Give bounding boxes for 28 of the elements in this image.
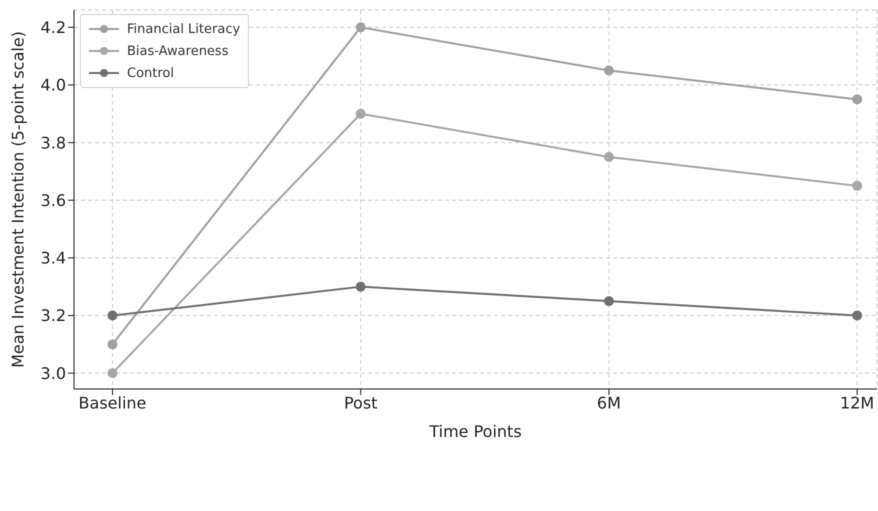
y-tick-label: 3.6 <box>40 190 66 210</box>
y-tick-label: 3.2 <box>40 306 66 326</box>
legend-label: Financial Literacy <box>127 22 240 36</box>
y-tick-label: 4.2 <box>40 18 66 37</box>
x-tick-label: 12M <box>840 393 874 412</box>
point <box>852 94 862 104</box>
point <box>852 180 862 191</box>
point <box>356 282 366 292</box>
point <box>356 22 366 32</box>
y-axis-title: Mean Investment Intention (5-point scale) <box>8 31 28 368</box>
x-tick-label: Post <box>344 393 378 412</box>
y-tick-label: 3.8 <box>40 133 66 152</box>
x-axis-title: Time Points <box>428 422 522 441</box>
x-tick-label: 6M <box>596 393 621 412</box>
point <box>107 368 118 378</box>
point <box>604 296 614 306</box>
x-tick-label: Baseline <box>78 393 146 412</box>
point <box>604 66 614 76</box>
legend-label: Control <box>127 66 174 80</box>
legend-label: Bias-Awareness <box>127 44 228 58</box>
point <box>107 339 118 350</box>
point <box>852 310 862 321</box>
point <box>356 108 366 119</box>
y-tick-label: 3.0 <box>40 364 66 383</box>
point <box>604 152 614 162</box>
y-tick-label: 3.4 <box>40 248 66 268</box>
point <box>107 310 118 321</box>
y-tick-label: 4.0 <box>40 76 66 95</box>
